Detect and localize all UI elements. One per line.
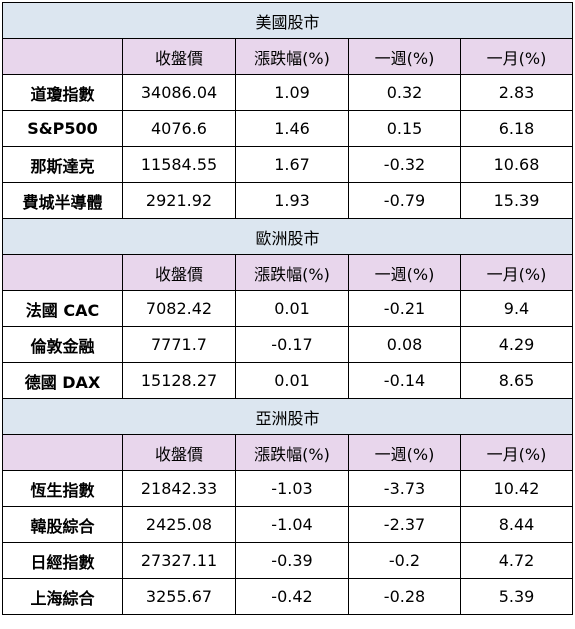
index-name-cell: 法國 CAC: [2, 290, 123, 327]
month-change-header: 一月(%): [459, 434, 574, 471]
section-title: 美國股市: [1, 2, 574, 39]
close-price-cell: 27327.11: [122, 542, 236, 579]
week-change-cell: -2.37: [348, 506, 461, 543]
close-price-cell: 34086.04: [122, 74, 236, 111]
week-change-cell: -0.79: [348, 182, 461, 219]
index-name-cell: 倫敦金融: [2, 326, 123, 363]
index-name-cell: 德國 DAX: [2, 362, 123, 399]
column-header-row: 收盤價 漲跌幅(%) 一週(%) 一月(%): [2, 434, 574, 471]
close-price-header: 收盤價: [122, 254, 236, 291]
section-header-row: 亞洲股市: [1, 398, 574, 435]
week-change-header: 一週(%): [348, 434, 461, 471]
index-name-cell: S&P500: [2, 110, 123, 147]
month-change-cell: 10.42: [459, 470, 574, 507]
month-change-cell: 2.83: [459, 74, 574, 111]
close-price-cell: 2425.08: [122, 506, 236, 543]
week-change-cell: -0.2: [348, 542, 461, 579]
month-change-header: 一月(%): [459, 254, 574, 291]
week-change-header: 一週(%): [348, 254, 461, 291]
month-change-cell: 4.72: [459, 542, 574, 579]
month-change-cell: 5.39: [459, 578, 574, 615]
index-name-cell: 上海綜合: [2, 578, 123, 615]
week-change-cell: 0.08: [348, 326, 461, 363]
section-title: 亞洲股市: [1, 398, 574, 435]
stock-market-table: 美國股市 收盤價 漲跌幅(%) 一週(%) 一月(%) 道瓊指數 34086.04 1.09 0…: [1, 2, 574, 615]
blank-header-cell: [2, 254, 123, 291]
week-change-cell: 0.32: [348, 74, 461, 111]
section-header-row: 歐洲股市: [1, 218, 574, 255]
week-change-cell: -0.14: [348, 362, 461, 399]
change-percent-cell: -0.42: [235, 578, 349, 615]
week-change-header: 一週(%): [348, 38, 461, 75]
table-row: 道瓊指數 34086.04 1.09 0.32 2.83: [2, 74, 574, 111]
week-change-cell: -3.73: [348, 470, 461, 507]
section-title: 歐洲股市: [1, 218, 574, 255]
change-percent-cell: 0.01: [235, 362, 349, 399]
change-percent-cell: 1.46: [235, 110, 349, 147]
index-name-cell: 費城半導體: [2, 182, 123, 219]
close-price-cell: 11584.55: [122, 146, 236, 183]
week-change-cell: -0.32: [348, 146, 461, 183]
table-row: 費城半導體 2921.92 1.93 -0.79 15.39: [2, 182, 574, 219]
close-price-header: 收盤價: [122, 38, 236, 75]
blank-header-cell: [2, 38, 123, 75]
table-row: 上海綜合 3255.67 -0.42 -0.28 5.39: [2, 578, 574, 615]
week-change-cell: -0.21: [348, 290, 461, 327]
close-price-cell: 15128.27: [122, 362, 236, 399]
table-row: 日經指數 27327.11 -0.39 -0.2 4.72: [2, 542, 574, 579]
month-change-cell: 4.29: [459, 326, 574, 363]
table-row: 德國 DAX 15128.27 0.01 -0.14 8.65: [2, 362, 574, 399]
column-header-row: 收盤價 漲跌幅(%) 一週(%) 一月(%): [2, 254, 574, 291]
month-change-cell: 6.18: [459, 110, 574, 147]
close-price-cell: 21842.33: [122, 470, 236, 507]
table-row: 那斯達克 11584.55 1.67 -0.32 10.68: [2, 146, 574, 183]
close-price-cell: 7771.7: [122, 326, 236, 363]
index-name-cell: 恆生指數: [2, 470, 123, 507]
week-change-cell: -0.28: [348, 578, 461, 615]
table-row: 法國 CAC 7082.42 0.01 -0.21 9.4: [2, 290, 574, 327]
index-name-cell: 日經指數: [2, 542, 123, 579]
change-percent-cell: -1.04: [235, 506, 349, 543]
section-header-row: 美國股市: [1, 2, 574, 39]
change-percent-header: 漲跌幅(%): [235, 38, 349, 75]
table-row: 倫敦金融 7771.7 -0.17 0.08 4.29: [2, 326, 574, 363]
change-percent-cell: -0.17: [235, 326, 349, 363]
month-change-cell: 15.39: [459, 182, 574, 219]
change-percent-cell: -1.03: [235, 470, 349, 507]
change-percent-cell: 0.01: [235, 290, 349, 327]
table-row: 恆生指數 21842.33 -1.03 -3.73 10.42: [2, 470, 574, 507]
change-percent-cell: 1.67: [235, 146, 349, 183]
table-row: 韓股綜合 2425.08 -1.04 -2.37 8.44: [2, 506, 574, 543]
column-header-row: 收盤價 漲跌幅(%) 一週(%) 一月(%): [2, 38, 574, 75]
close-price-cell: 3255.67: [122, 578, 236, 615]
blank-header-cell: [2, 434, 123, 471]
change-percent-header: 漲跌幅(%): [235, 254, 349, 291]
month-change-cell: 9.4: [459, 290, 574, 327]
month-change-cell: 8.65: [459, 362, 574, 399]
change-percent-cell: -0.39: [235, 542, 349, 579]
month-change-cell: 8.44: [459, 506, 574, 543]
close-price-cell: 7082.42: [122, 290, 236, 327]
table-row: S&P500 4076.6 1.46 0.15 6.18: [2, 110, 574, 147]
index-name-cell: 韓股綜合: [2, 506, 123, 543]
change-percent-cell: 1.09: [235, 74, 349, 111]
month-change-cell: 10.68: [459, 146, 574, 183]
change-percent-cell: 1.93: [235, 182, 349, 219]
close-price-header: 收盤價: [122, 434, 236, 471]
week-change-cell: 0.15: [348, 110, 461, 147]
change-percent-header: 漲跌幅(%): [235, 434, 349, 471]
close-price-cell: 2921.92: [122, 182, 236, 219]
index-name-cell: 道瓊指數: [2, 74, 123, 111]
close-price-cell: 4076.6: [122, 110, 236, 147]
month-change-header: 一月(%): [459, 38, 574, 75]
index-name-cell: 那斯達克: [2, 146, 123, 183]
